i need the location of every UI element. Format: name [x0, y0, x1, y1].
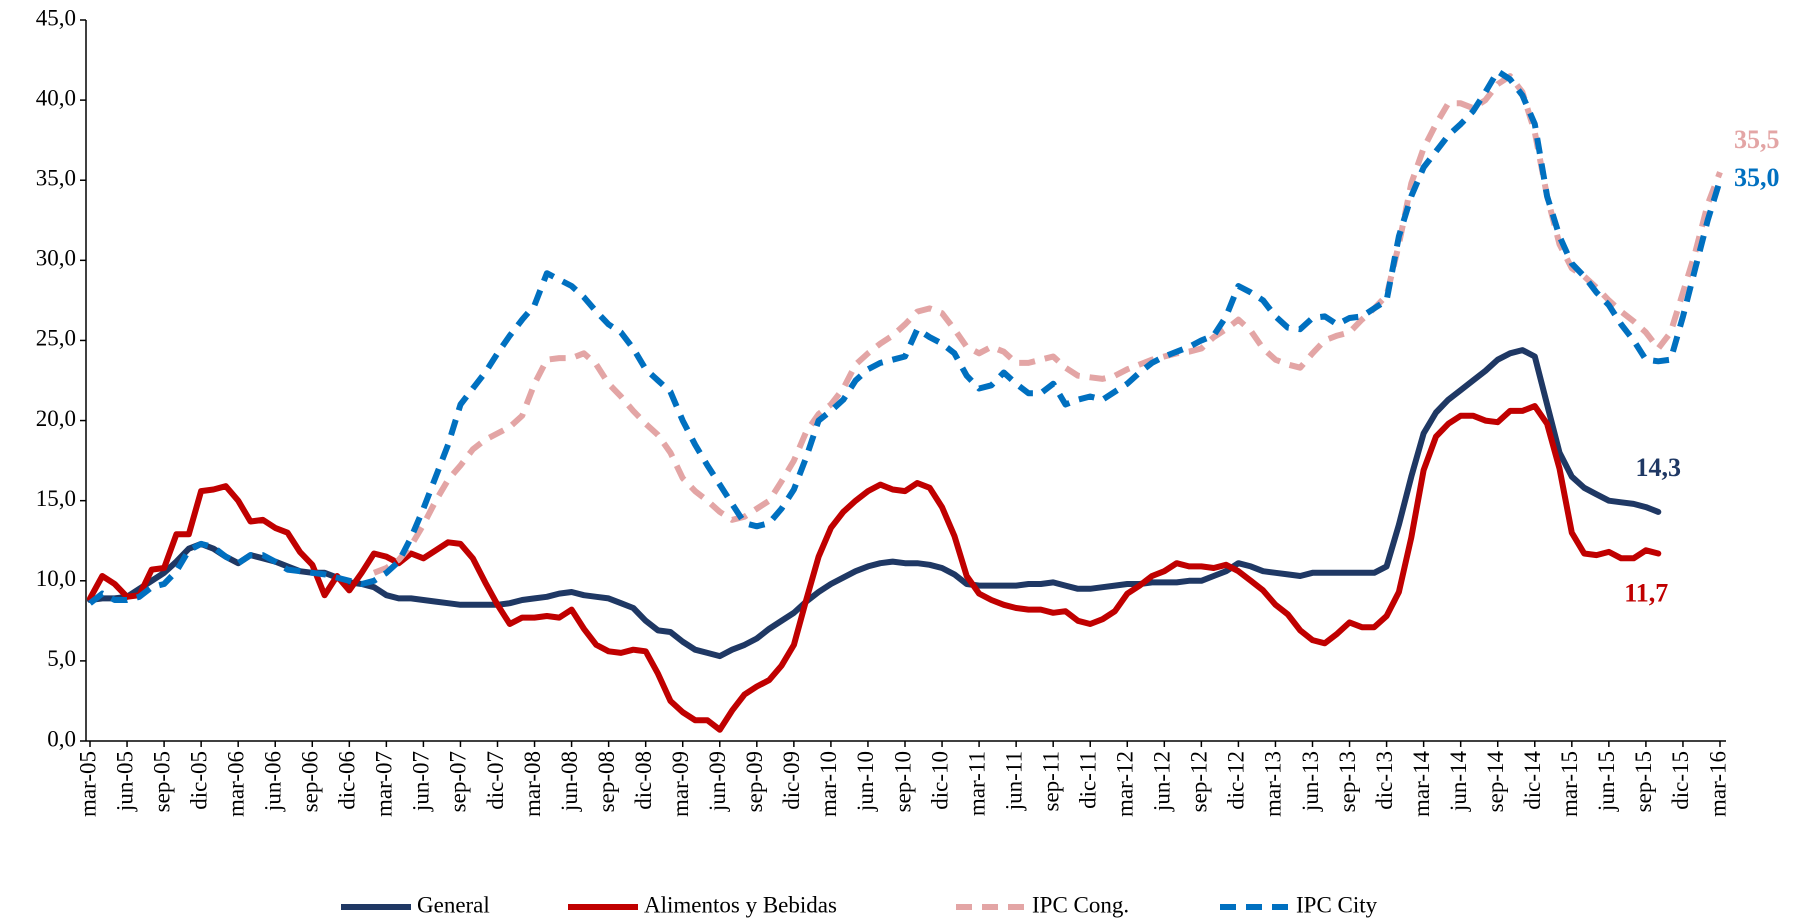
x-tick-label: sep-13 — [1335, 751, 1360, 812]
y-tick-label: 15,0 — [36, 486, 76, 511]
x-tick-label: jun-08 — [557, 751, 582, 812]
x-tick-label: mar-09 — [668, 751, 693, 817]
x-tick-label: mar-08 — [520, 751, 545, 817]
x-tick-label: dic-06 — [335, 751, 360, 810]
legend-label: IPC Cong. — [1032, 892, 1129, 917]
x-tick-label: mar-06 — [223, 751, 248, 817]
x-tick-label: sep-08 — [594, 751, 619, 812]
x-tick-label: jun-15 — [1594, 751, 1619, 812]
x-tick-label: mar-13 — [1261, 751, 1286, 817]
x-tick-label: dic-12 — [1224, 751, 1249, 810]
x-tick-label: mar-07 — [372, 751, 397, 817]
x-tick-label: dic-09 — [779, 751, 804, 810]
x-tick-label: dic-05 — [186, 751, 211, 810]
x-tick-label: dic-15 — [1668, 751, 1693, 810]
x-tick-label: jun-11 — [1001, 751, 1026, 811]
series-line — [372, 73, 1723, 576]
y-tick-label: 30,0 — [36, 246, 76, 271]
x-tick-label: mar-12 — [1113, 751, 1138, 817]
x-tick-label: mar-10 — [816, 751, 841, 817]
x-tick-label: mar-15 — [1557, 751, 1582, 817]
legend-label: General — [417, 892, 490, 917]
x-tick-label: mar-16 — [1705, 751, 1730, 817]
y-tick-label: 10,0 — [36, 566, 76, 591]
x-tick-label: sep-07 — [446, 751, 471, 812]
x-tick-label: dic-10 — [927, 751, 952, 810]
x-tick-label: jun-14 — [1446, 751, 1471, 813]
x-tick-label: dic-14 — [1520, 751, 1545, 810]
x-tick-label: sep-10 — [890, 751, 915, 812]
data-label: 11,7 — [1624, 579, 1668, 608]
x-tick-label: mar-11 — [964, 751, 989, 816]
legend-label: Alimentos y Bebidas — [644, 892, 837, 917]
y-tick-label: 25,0 — [36, 326, 76, 351]
x-tick-label: dic-07 — [483, 751, 508, 810]
y-tick-label: 35,0 — [36, 166, 76, 191]
x-tick-label: sep-06 — [298, 751, 323, 812]
x-tick-label: sep-12 — [1187, 751, 1212, 812]
x-tick-label: sep-14 — [1483, 751, 1508, 813]
x-tick-label: sep-15 — [1631, 751, 1656, 812]
x-tick-label: sep-05 — [149, 751, 174, 812]
data-label: 35,0 — [1734, 163, 1780, 192]
x-tick-label: dic-11 — [1076, 751, 1101, 809]
x-tick-label: jun-06 — [261, 751, 286, 812]
data-label: 14,3 — [1636, 453, 1682, 482]
y-tick-label: 45,0 — [36, 5, 76, 30]
x-tick-label: jun-07 — [409, 751, 434, 812]
x-tick-label: sep-11 — [1038, 751, 1063, 811]
x-tick-label: sep-09 — [742, 751, 767, 812]
series-line — [88, 68, 1723, 606]
y-tick-label: 5,0 — [47, 646, 76, 671]
x-tick-label: mar-14 — [1409, 751, 1434, 817]
data-label: 35,5 — [1734, 125, 1780, 154]
x-tick-label: jun-09 — [705, 751, 730, 812]
x-tick-label: jun-10 — [853, 751, 878, 812]
x-tick-label: dic-13 — [1372, 751, 1397, 810]
x-tick-label: mar-05 — [75, 751, 100, 817]
x-tick-label: jun-13 — [1298, 751, 1323, 812]
x-tick-label: jun-05 — [112, 751, 137, 812]
y-tick-label: 20,0 — [36, 406, 76, 431]
y-tick-label: 40,0 — [36, 85, 76, 110]
x-tick-label: jun-12 — [1150, 751, 1175, 812]
y-tick-label: 0,0 — [47, 726, 76, 751]
legend-label: IPC City — [1296, 892, 1378, 917]
series-line — [87, 403, 1662, 733]
x-tick-label: dic-08 — [631, 751, 656, 810]
